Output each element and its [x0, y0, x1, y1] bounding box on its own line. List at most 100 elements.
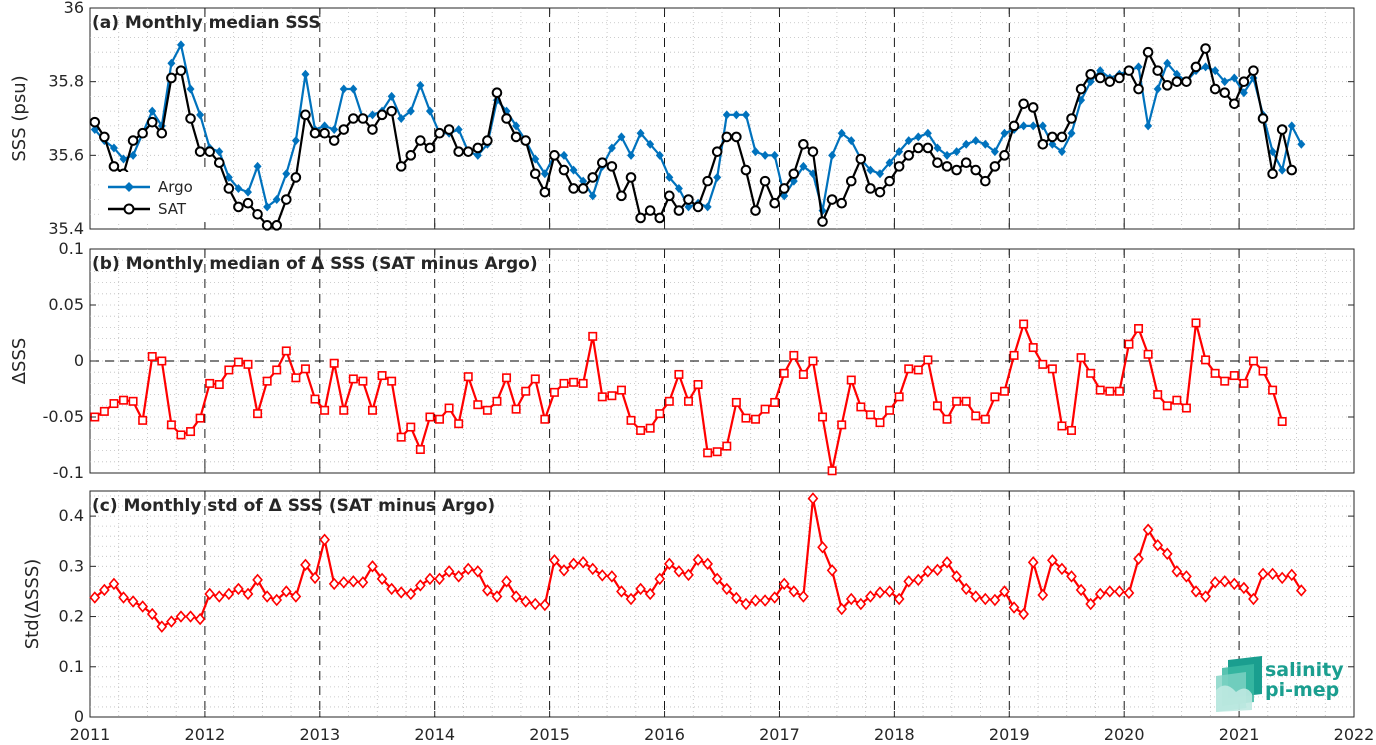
sat-point	[491, 87, 503, 99]
sat-point	[788, 168, 800, 180]
delta-sss-point	[1258, 366, 1268, 376]
sat-point	[855, 153, 867, 165]
std-delta-sss-point	[1133, 552, 1144, 566]
std-delta-sss-point	[979, 592, 991, 606]
argo-point	[1239, 88, 1248, 98]
std-delta-sss-point	[893, 592, 905, 606]
delta-sss-point	[932, 401, 942, 411]
sat-point	[1142, 46, 1154, 58]
argo-point	[569, 165, 578, 175]
argo-point	[799, 161, 808, 171]
std-delta-sss-point	[989, 593, 1001, 607]
argo-point	[129, 150, 138, 160]
y-tick-label: 0.3	[59, 556, 84, 575]
delta-sss-point	[722, 441, 732, 451]
y-tick-label: -0.05	[43, 407, 84, 426]
std-delta-sss-point	[453, 570, 465, 583]
std-delta-sss-point	[1123, 586, 1135, 600]
delta-sss-point	[205, 378, 215, 388]
legend-sat-label: SAT	[158, 200, 187, 218]
delta-sss-point	[1009, 350, 1019, 360]
sat-point	[778, 183, 790, 194]
argo-point	[588, 191, 597, 201]
delta-sss-point	[1172, 395, 1182, 405]
std-delta-sss-point	[1152, 539, 1164, 552]
std-delta-sss-point	[721, 582, 733, 596]
delta-sss-point	[540, 414, 550, 424]
delta-sss-point	[741, 413, 751, 423]
sat-point	[1229, 98, 1240, 110]
argo-point	[770, 150, 779, 160]
argo-point	[646, 139, 655, 149]
legend-argo-marker	[124, 182, 134, 192]
delta-sss-point	[1124, 339, 1134, 349]
delta-sss-point	[808, 356, 818, 366]
delta-sss-point	[195, 413, 205, 423]
sat-point	[798, 138, 809, 150]
delta-sss-point	[406, 422, 416, 432]
delta-sss-point	[578, 378, 588, 388]
sat-point	[242, 197, 254, 209]
std-delta-sss-point	[108, 577, 120, 591]
delta-sss-point	[999, 386, 1009, 396]
sat-point	[606, 161, 618, 172]
sat-point	[261, 220, 273, 231]
delta-sss-point	[760, 404, 770, 414]
std-delta-sss-point	[1114, 585, 1125, 598]
std-delta-sss-point	[1228, 577, 1240, 591]
std-delta-sss-point	[223, 587, 235, 601]
std-delta-sss-point	[194, 612, 206, 626]
delta-sss-point	[415, 444, 425, 454]
argo-point	[665, 172, 674, 182]
delta-sss-point	[616, 385, 626, 395]
std-delta-sss-point	[213, 590, 225, 603]
delta-sss-point	[1038, 359, 1048, 369]
delta-sss-point	[865, 410, 875, 420]
y-tick-label: 35.6	[48, 145, 84, 164]
delta-sss-point	[329, 358, 339, 368]
x-tick-label: 2013	[299, 725, 340, 744]
std-delta-sss-point	[185, 610, 196, 623]
argo-point	[971, 136, 980, 146]
sat-point	[1027, 102, 1039, 113]
std-delta-sss-point	[386, 582, 397, 596]
argo-point	[828, 150, 837, 160]
argo-point	[722, 110, 731, 120]
delta-sss-point	[712, 447, 722, 457]
sat-point	[874, 186, 886, 198]
sat-point	[1094, 72, 1106, 84]
sat-point	[625, 172, 637, 183]
x-tick-label: 2019	[989, 725, 1030, 744]
argo-point	[1287, 121, 1296, 131]
delta-sss-point	[1028, 343, 1038, 353]
sat-point	[922, 142, 934, 154]
delta-sss-point	[923, 355, 933, 365]
argo-point	[952, 147, 961, 157]
std-delta-sss-point	[1219, 575, 1231, 588]
sat-point	[405, 150, 417, 161]
argo-point	[119, 154, 128, 164]
sat-point	[252, 208, 263, 220]
std-delta-sss-point	[807, 492, 819, 505]
y-tick-label: 0.05	[48, 295, 84, 314]
panel-a-frame	[89, 7, 1355, 230]
sat-point	[271, 220, 283, 231]
std-delta-sss-point	[941, 556, 953, 569]
argo-point	[617, 132, 626, 142]
sat-point	[577, 183, 589, 194]
sat-point	[1286, 164, 1298, 176]
std-delta-sss-point	[415, 579, 426, 592]
sat-point	[587, 172, 599, 183]
std-delta-sss-point	[405, 587, 417, 601]
sat-point	[166, 72, 177, 84]
delta-sss-point	[339, 405, 349, 415]
std-delta-sss-point	[434, 572, 445, 586]
std-delta-sss-point	[740, 597, 752, 611]
std-delta-sss-point	[817, 541, 828, 554]
argo-point	[713, 172, 722, 182]
delta-sss-point	[358, 376, 368, 386]
sat-point	[443, 124, 455, 135]
sat-point	[1161, 80, 1173, 91]
argo-point	[320, 121, 329, 131]
